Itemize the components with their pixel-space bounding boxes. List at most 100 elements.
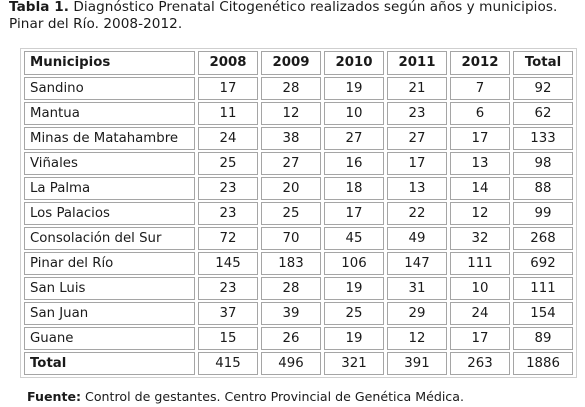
year-2011-cell: 23 bbox=[387, 102, 447, 125]
table-row: San Luis 23 28 19 31 10 111 bbox=[24, 277, 573, 300]
table-row: Sandino 17 28 19 21 7 92 bbox=[24, 77, 573, 100]
year-2010-cell: 10 bbox=[324, 102, 384, 125]
year-2011-cell: 27 bbox=[387, 127, 447, 150]
year-2008-cell: 23 bbox=[198, 177, 258, 200]
year-2011-cell: 29 bbox=[387, 302, 447, 325]
year-2009-cell: 27 bbox=[261, 152, 321, 175]
table-row: Viñales 25 27 16 17 13 98 bbox=[24, 152, 573, 175]
total-label-cell: Total bbox=[24, 352, 195, 375]
caption-label: Tabla 1. bbox=[9, 0, 70, 15]
total-row: Total 415 496 321 391 263 1886 bbox=[24, 352, 573, 375]
total-cell: 99 bbox=[513, 202, 573, 225]
year-2012-cell: 24 bbox=[450, 302, 510, 325]
total-cell: 89 bbox=[513, 327, 573, 350]
municipio-cell: Los Palacios bbox=[24, 202, 195, 225]
year-2008-cell: 23 bbox=[198, 202, 258, 225]
year-2010-cell: 27 bbox=[324, 127, 384, 150]
total-cell: 268 bbox=[513, 227, 573, 250]
source-note: Fuente: Control de gestantes. Centro Pro… bbox=[27, 389, 464, 405]
caption-text: Diagnóstico Prenatal Citogenético realiz… bbox=[9, 0, 558, 32]
data-table: Municipios 2008 2009 2010 2011 2012 Tota… bbox=[20, 48, 577, 378]
year-2012-cell: 10 bbox=[450, 277, 510, 300]
municipio-cell: Sandino bbox=[24, 77, 195, 100]
year-2009-cell: 28 bbox=[261, 277, 321, 300]
year-2010-cell: 19 bbox=[324, 277, 384, 300]
municipio-cell: San Juan bbox=[24, 302, 195, 325]
year-2012-cell: 6 bbox=[450, 102, 510, 125]
year-2008-cell: 23 bbox=[198, 277, 258, 300]
year-2010-cell: 19 bbox=[324, 77, 384, 100]
total-cell: 1886 bbox=[513, 352, 573, 375]
year-2009-cell: 12 bbox=[261, 102, 321, 125]
table-row: Minas de Matahambre 24 38 27 27 17 133 bbox=[24, 127, 573, 150]
total-cell: 692 bbox=[513, 252, 573, 275]
table-row: La Palma 23 20 18 13 14 88 bbox=[24, 177, 573, 200]
year-2012-cell: 111 bbox=[450, 252, 510, 275]
year-2009-cell: 496 bbox=[261, 352, 321, 375]
source-text: Control de gestantes. Centro Provincial … bbox=[81, 389, 464, 404]
table-row: Guane 15 26 19 12 17 89 bbox=[24, 327, 573, 350]
year-2009-cell: 183 bbox=[261, 252, 321, 275]
table-row: Pinar del Río 145 183 106 147 111 692 bbox=[24, 252, 573, 275]
year-2011-cell: 391 bbox=[387, 352, 447, 375]
table-body: Sandino 17 28 19 21 7 92 Mantua 11 12 10 23 6 62 Minas… bbox=[24, 77, 573, 375]
source-label: Fuente: bbox=[27, 389, 82, 404]
year-2011-cell: 31 bbox=[387, 277, 447, 300]
year-2011-cell: 13 bbox=[387, 177, 447, 200]
year-2009-cell: 39 bbox=[261, 302, 321, 325]
table-row: San Juan 37 39 25 29 24 154 bbox=[24, 302, 573, 325]
year-2012-cell: 12 bbox=[450, 202, 510, 225]
header-2011: 2011 bbox=[387, 51, 447, 75]
municipio-cell: Mantua bbox=[24, 102, 195, 125]
year-2008-cell: 25 bbox=[198, 152, 258, 175]
year-2012-cell: 263 bbox=[450, 352, 510, 375]
year-2012-cell: 17 bbox=[450, 127, 510, 150]
year-2011-cell: 49 bbox=[387, 227, 447, 250]
header-municipios: Municipios bbox=[24, 51, 195, 75]
year-2011-cell: 17 bbox=[387, 152, 447, 175]
year-2012-cell: 14 bbox=[450, 177, 510, 200]
table-caption: Tabla 1. Diagnóstico Prenatal Citogenéti… bbox=[9, 0, 579, 33]
year-2009-cell: 28 bbox=[261, 77, 321, 100]
year-2012-cell: 13 bbox=[450, 152, 510, 175]
year-2012-cell: 32 bbox=[450, 227, 510, 250]
header-2012: 2012 bbox=[450, 51, 510, 75]
year-2011-cell: 22 bbox=[387, 202, 447, 225]
municipio-cell: Pinar del Río bbox=[24, 252, 195, 275]
year-2008-cell: 145 bbox=[198, 252, 258, 275]
year-2008-cell: 415 bbox=[198, 352, 258, 375]
total-cell: 62 bbox=[513, 102, 573, 125]
year-2010-cell: 18 bbox=[324, 177, 384, 200]
table-row: Consolación del Sur 72 70 45 49 32 268 bbox=[24, 227, 573, 250]
municipio-cell: Guane bbox=[24, 327, 195, 350]
municipio-cell: San Luis bbox=[24, 277, 195, 300]
year-2011-cell: 21 bbox=[387, 77, 447, 100]
year-2008-cell: 24 bbox=[198, 127, 258, 150]
year-2010-cell: 25 bbox=[324, 302, 384, 325]
municipio-cell: La Palma bbox=[24, 177, 195, 200]
year-2009-cell: 38 bbox=[261, 127, 321, 150]
year-2010-cell: 321 bbox=[324, 352, 384, 375]
year-2010-cell: 106 bbox=[324, 252, 384, 275]
year-2010-cell: 45 bbox=[324, 227, 384, 250]
header-row: Municipios 2008 2009 2010 2011 2012 Tota… bbox=[24, 51, 573, 75]
year-2009-cell: 70 bbox=[261, 227, 321, 250]
year-2009-cell: 25 bbox=[261, 202, 321, 225]
total-cell: 154 bbox=[513, 302, 573, 325]
municipio-cell: Consolación del Sur bbox=[24, 227, 195, 250]
year-2008-cell: 15 bbox=[198, 327, 258, 350]
table-row: Mantua 11 12 10 23 6 62 bbox=[24, 102, 573, 125]
total-cell: 92 bbox=[513, 77, 573, 100]
municipio-cell: Minas de Matahambre bbox=[24, 127, 195, 150]
header-2009: 2009 bbox=[261, 51, 321, 75]
year-2008-cell: 11 bbox=[198, 102, 258, 125]
header-total: Total bbox=[513, 51, 573, 75]
year-2011-cell: 147 bbox=[387, 252, 447, 275]
year-2010-cell: 16 bbox=[324, 152, 384, 175]
year-2010-cell: 19 bbox=[324, 327, 384, 350]
year-2011-cell: 12 bbox=[387, 327, 447, 350]
header-2010: 2010 bbox=[324, 51, 384, 75]
year-2009-cell: 26 bbox=[261, 327, 321, 350]
year-2009-cell: 20 bbox=[261, 177, 321, 200]
municipio-cell: Viñales bbox=[24, 152, 195, 175]
